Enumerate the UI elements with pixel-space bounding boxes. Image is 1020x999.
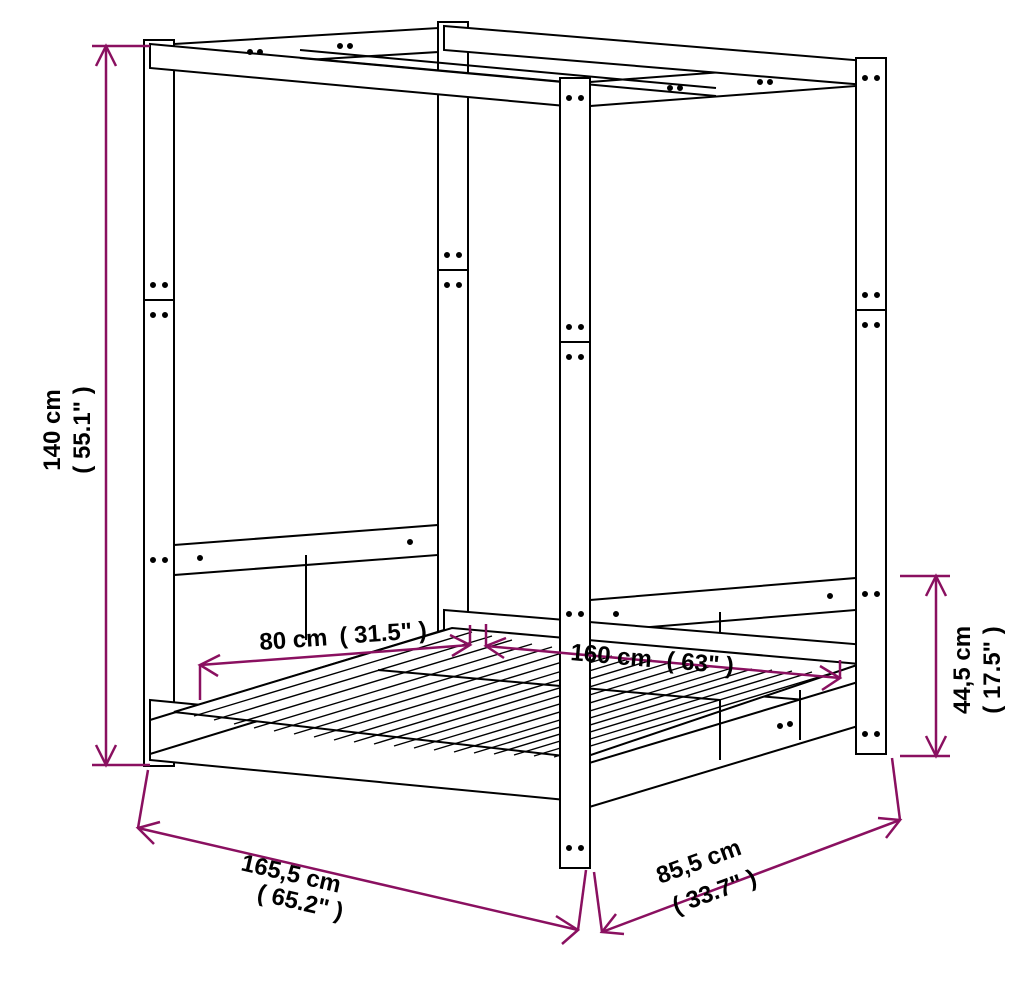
bed-frame-drawing bbox=[144, 22, 886, 868]
label-foot-cm: 44,5 cm bbox=[949, 626, 976, 714]
label-height-in: ( 55.1" ) bbox=[69, 386, 96, 473]
diagram-stage: 140 cm ( 55.1" ) 80 cm ( 31.5" ) 160 cm … bbox=[0, 0, 1020, 999]
label-foot-in: ( 17.5" ) bbox=[979, 626, 1006, 713]
label-height-cm: 140 cm bbox=[39, 389, 66, 470]
label-innerw-cm: 80 cm bbox=[259, 624, 329, 656]
dimension-lines bbox=[92, 46, 950, 944]
diagram-svg: 140 cm ( 55.1" ) 80 cm ( 31.5" ) 160 cm … bbox=[0, 0, 1020, 999]
